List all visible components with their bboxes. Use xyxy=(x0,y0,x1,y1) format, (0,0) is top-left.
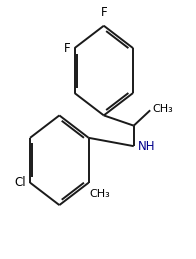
Text: Cl: Cl xyxy=(15,176,26,189)
Text: NH: NH xyxy=(138,140,155,153)
Text: CH₃: CH₃ xyxy=(152,104,173,114)
Text: CH₃: CH₃ xyxy=(90,189,110,199)
Text: F: F xyxy=(101,6,107,19)
Text: F: F xyxy=(64,42,70,55)
